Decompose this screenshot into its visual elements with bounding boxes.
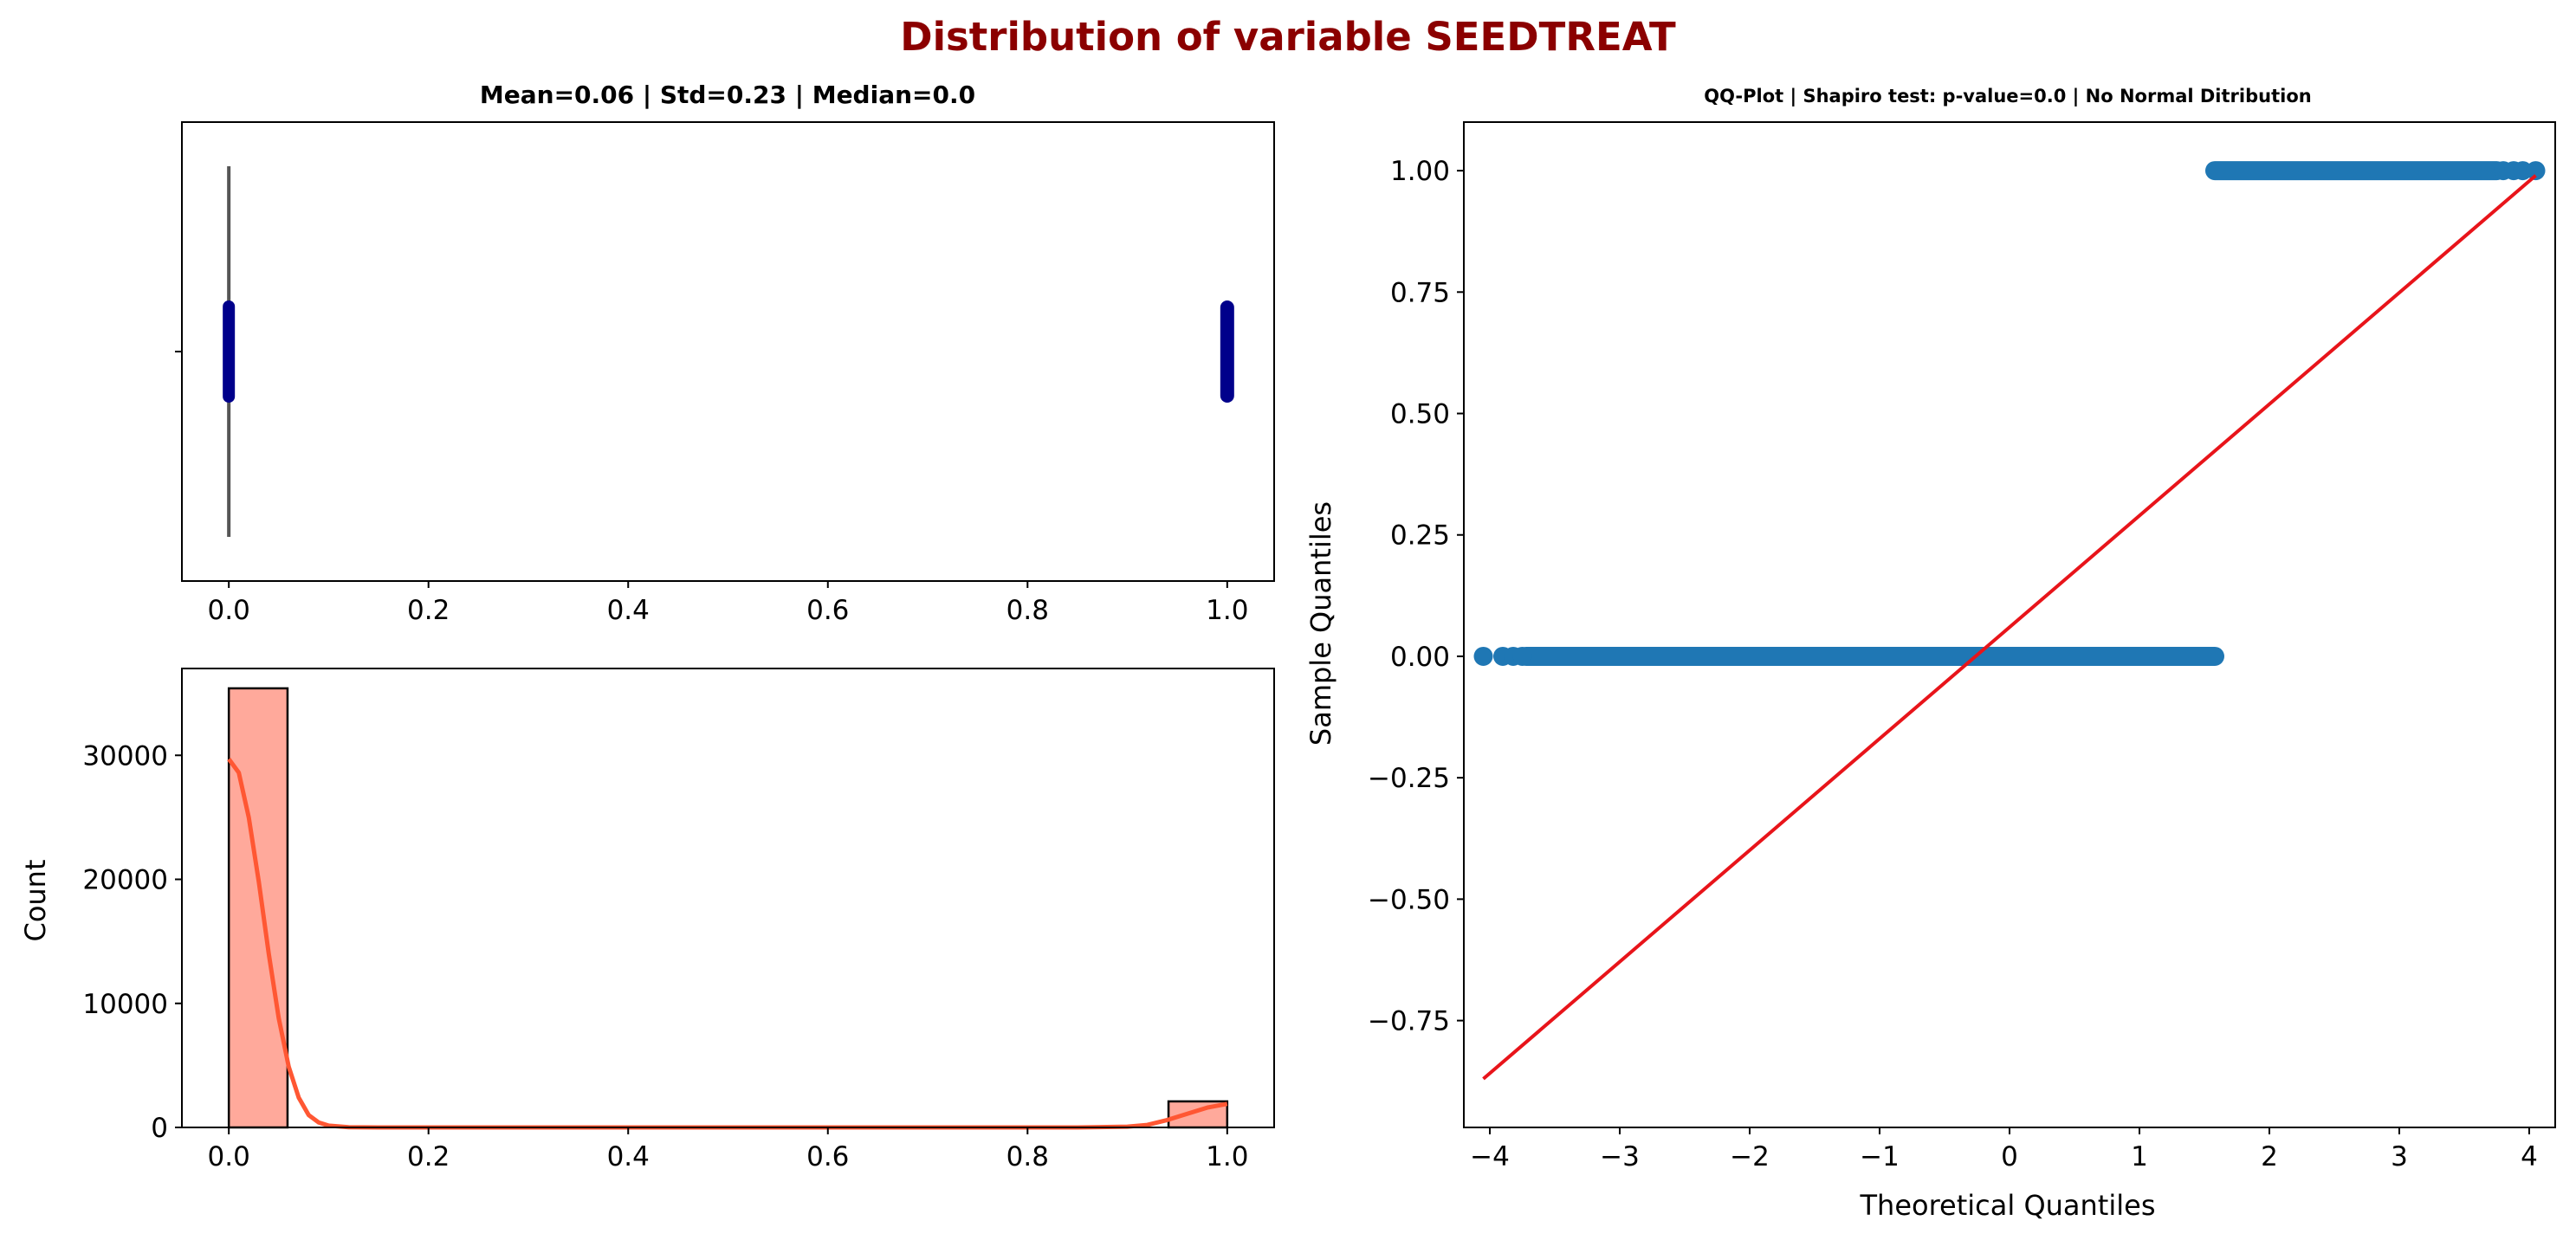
qqplot-ytick-label: 0.25 (1390, 520, 1450, 552)
qqplot-panel: QQ-Plot | Shapiro test: p-value=0.0 | No… (1304, 86, 2556, 1222)
qqplot-xtick-label: −4 (1470, 1141, 1510, 1172)
histogram-xtick-label: 0.8 (1006, 1141, 1049, 1172)
histogram-xtick-label: 0.4 (607, 1141, 650, 1172)
qqplot-ytick-label: 0.00 (1390, 642, 1450, 673)
boxplot-xtick-label: 0.0 (208, 595, 250, 626)
qqplot-xtick-label: −3 (1600, 1141, 1640, 1172)
histogram-ytick-label: 20000 (82, 865, 168, 896)
qqplot-xtick-label: 1 (2131, 1141, 2148, 1172)
histogram-kde-line (227, 758, 1228, 1130)
boxplot-xtick-label: 1.0 (1206, 595, 1248, 626)
histogram-ytick-label: 0 (151, 1113, 168, 1144)
qqplot-title: QQ-Plot | Shapiro test: p-value=0.0 | No… (1704, 86, 2311, 107)
histogram-xtick-label: 0.0 (208, 1141, 250, 1172)
histogram-axes-frame (181, 668, 1275, 1128)
boxplot-xtick-label: 0.2 (407, 595, 450, 626)
boxplot-axes-frame (181, 121, 1275, 582)
qqplot-ytick-label: 0.50 (1390, 399, 1450, 430)
qqplot-xtick-label: −1 (1860, 1141, 1900, 1172)
histogram-panel: Count 0.0 0.2 0.4 0.6 0.8 1.0 0 10000 20000 30000 (19, 668, 1275, 1172)
boxplot-xtick-label: 0.4 (607, 595, 650, 626)
qqplot-xtick-label: 0 (2001, 1141, 2018, 1172)
qqplot-xlabel: Theoretical Quantiles (1860, 1189, 2156, 1222)
histogram-xtick-label: 0.2 (407, 1141, 450, 1172)
figure-suptitle: Distribution of variable SEEDTREAT (900, 14, 1676, 60)
qqplot-ytick-label: −0.50 (1368, 884, 1450, 915)
qqplot-point (1512, 646, 1532, 666)
qqplot-point (2526, 161, 2546, 181)
boxplot-xtick-label: 0.6 (806, 595, 849, 626)
qqplot-reference-line (1482, 174, 2537, 1081)
boxplot-title: Mean=0.06 | Std=0.23 | Median=0.0 (480, 81, 975, 109)
qqplot-ytick-label: 0.75 (1390, 277, 1450, 308)
histogram-ytick-label: 10000 (82, 989, 168, 1020)
histogram-ytick-label: 30000 (82, 740, 168, 772)
qqplot-ytick-label: −0.75 (1368, 1006, 1450, 1037)
qqplot-axes-frame (1463, 121, 2556, 1128)
histogram-ylabel: Count (19, 859, 52, 941)
boxplot-xtick-label: 0.8 (1006, 595, 1049, 626)
histogram-xtick-label: 0.6 (806, 1141, 849, 1172)
histogram-bar (227, 687, 289, 1129)
boxplot-box-points (223, 300, 236, 403)
boxplot-panel: Mean=0.06 | Std=0.23 | Median=0.0 0.0 0.2… (175, 81, 1275, 626)
qqplot-xtick-label: −2 (1730, 1141, 1770, 1172)
qqplot-point (1473, 646, 1493, 666)
qqplot-xtick-label: 3 (2391, 1141, 2408, 1172)
qqplot-ylabel: Sample Quantiles (1304, 501, 1337, 746)
qqplot-ytick-label: 1.00 (1390, 156, 1450, 187)
histogram-xtick-label: 1.0 (1206, 1141, 1248, 1172)
boxplot-outlier (1220, 300, 1234, 403)
qqplot-xtick-label: 2 (2261, 1141, 2278, 1172)
qqplot-xtick-label: 4 (2521, 1141, 2538, 1172)
qqplot-ytick-label: −0.25 (1368, 763, 1450, 794)
